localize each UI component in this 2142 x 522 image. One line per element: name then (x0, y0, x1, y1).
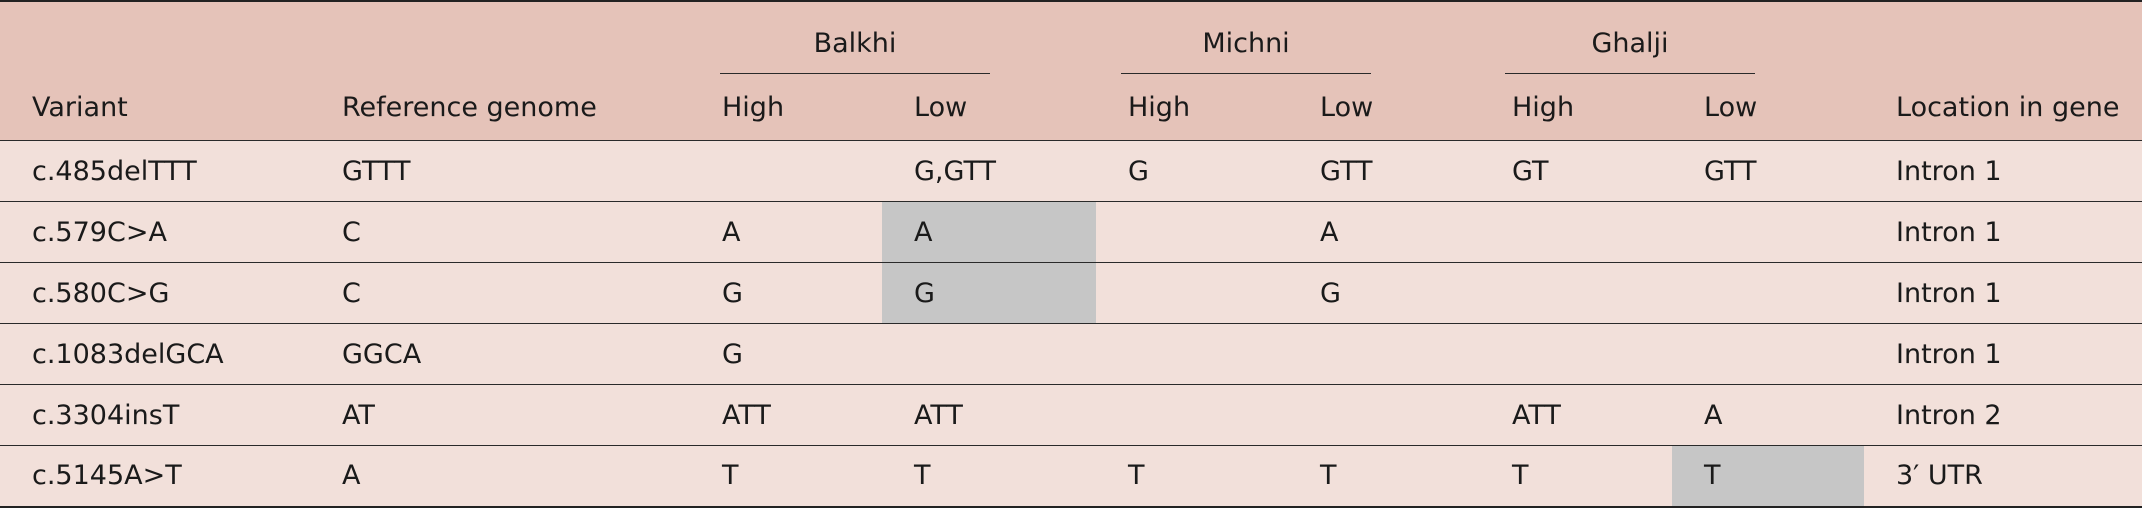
cell-ghalji-low: A (1704, 399, 1723, 431)
cell-michni-high (1096, 263, 1288, 324)
header-spacer (310, 1, 690, 74)
cell-balkhi-low: G,GTT (914, 155, 996, 187)
column-header-location: Location in gene (1896, 91, 2120, 123)
cell-ghalji-high: T (1512, 460, 1529, 492)
cell-variant: c.5145A>T (32, 460, 182, 492)
cell-balkhi-low-highlighted: G (882, 262, 1096, 324)
cell-balkhi-high: T (722, 460, 739, 492)
table-row: c.1083delGCA GGCA G Intron 1 (0, 324, 2142, 385)
cell-ghalji-high (1480, 324, 1672, 385)
cell-ghalji-high: GT (1512, 155, 1549, 187)
cell-ghalji-high (1480, 263, 1672, 324)
cell-michni-high (1096, 385, 1288, 446)
cell-michni-low: T (1320, 460, 1337, 492)
column-header-row: Variant Reference genome High Low High L… (0, 74, 2142, 141)
cell-ghalji-low (1672, 263, 1864, 324)
cell-michni-low: A (1320, 216, 1339, 248)
table-row: c.579C>A C A A A Intron 1 (0, 201, 2142, 263)
group-header-balkhi: Balkhi (690, 1, 1096, 74)
column-header-variant: Variant (32, 91, 128, 123)
group-header-row: Balkhi Michni Ghalji (0, 1, 2142, 74)
cell-location: Intron 2 (1896, 399, 2002, 431)
column-header-ghalji-high: High (1512, 91, 1575, 123)
cell-balkhi-low: ATT (914, 399, 963, 431)
cell-reference: AT (342, 399, 375, 431)
cell-reference: C (342, 216, 361, 248)
cell-balkhi-high: G (722, 338, 743, 370)
header-spacer (1864, 1, 2142, 74)
cell-location: Intron 1 (1896, 155, 2002, 187)
cell-variant: c.485delTTT (32, 155, 197, 187)
cell-balkhi-high: G (722, 277, 743, 309)
table-row: c.580C>G C G G G Intron 1 (0, 262, 2142, 324)
column-header-ghalji-low: Low (1704, 91, 1758, 123)
column-header-balkhi-high: High (722, 91, 785, 123)
table-row: c.485delTTT GTTT G,GTT G GTT GT GTT Intr… (0, 141, 2142, 202)
cell-balkhi-low: T (914, 460, 931, 492)
header-spacer (0, 1, 310, 74)
table-row: c.5145A>T A T T T T T T 3′ UTR (0, 445, 2142, 507)
cell-michni-high: G (1128, 155, 1149, 187)
cell-ghalji-high: ATT (1512, 399, 1561, 431)
cell-reference: GTTT (342, 155, 411, 187)
cell-ghalji-low (1672, 324, 1864, 385)
cell-michni-high (1096, 324, 1288, 385)
group-header-michni: Michni (1096, 1, 1480, 74)
cell-ghalji-high (1480, 202, 1672, 263)
cell-reference: C (342, 277, 361, 309)
cell-michni-high: T (1128, 460, 1145, 492)
variant-table: Balkhi Michni Ghalji Variant Reference g… (0, 0, 2142, 508)
cell-ghalji-low (1672, 202, 1864, 263)
cell-variant: c.3304insT (32, 399, 180, 431)
column-header-michni-high: High (1128, 91, 1191, 123)
cell-variant: c.580C>G (32, 277, 170, 309)
cell-reference: GGCA (342, 338, 422, 370)
cell-reference: A (342, 460, 361, 492)
cell-balkhi-high (690, 141, 882, 202)
group-label-balkhi: Balkhi (720, 28, 990, 74)
cell-balkhi-high: A (722, 216, 741, 248)
cell-balkhi-low-highlighted: A (882, 201, 1096, 263)
cell-michni-low (1288, 385, 1480, 446)
cell-ghalji-low: GTT (1704, 155, 1757, 187)
cell-balkhi-high: ATT (722, 399, 771, 431)
cell-ghalji-low-highlighted: T (1672, 445, 1864, 507)
cell-balkhi-low (882, 324, 1096, 385)
cell-michni-low: GTT (1320, 155, 1373, 187)
cell-variant: c.579C>A (32, 216, 167, 248)
group-header-ghalji: Ghalji (1480, 1, 1864, 74)
column-header-michni-low: Low (1320, 91, 1374, 123)
cell-michni-high (1096, 202, 1288, 263)
cell-michni-low: G (1320, 277, 1341, 309)
cell-location: Intron 1 (1896, 216, 2002, 248)
cell-location: Intron 1 (1896, 277, 2002, 309)
group-label-michni: Michni (1121, 28, 1371, 74)
cell-michni-low (1288, 324, 1480, 385)
cell-location: Intron 1 (1896, 338, 2002, 370)
column-header-reference: Reference genome (342, 91, 597, 123)
group-label-ghalji: Ghalji (1505, 28, 1755, 74)
table-row: c.3304insT AT ATT ATT ATT A Intron 2 (0, 385, 2142, 446)
cell-variant: c.1083delGCA (32, 338, 224, 370)
column-header-balkhi-low: Low (914, 91, 968, 123)
cell-location: 3′ UTR (1896, 460, 1983, 492)
